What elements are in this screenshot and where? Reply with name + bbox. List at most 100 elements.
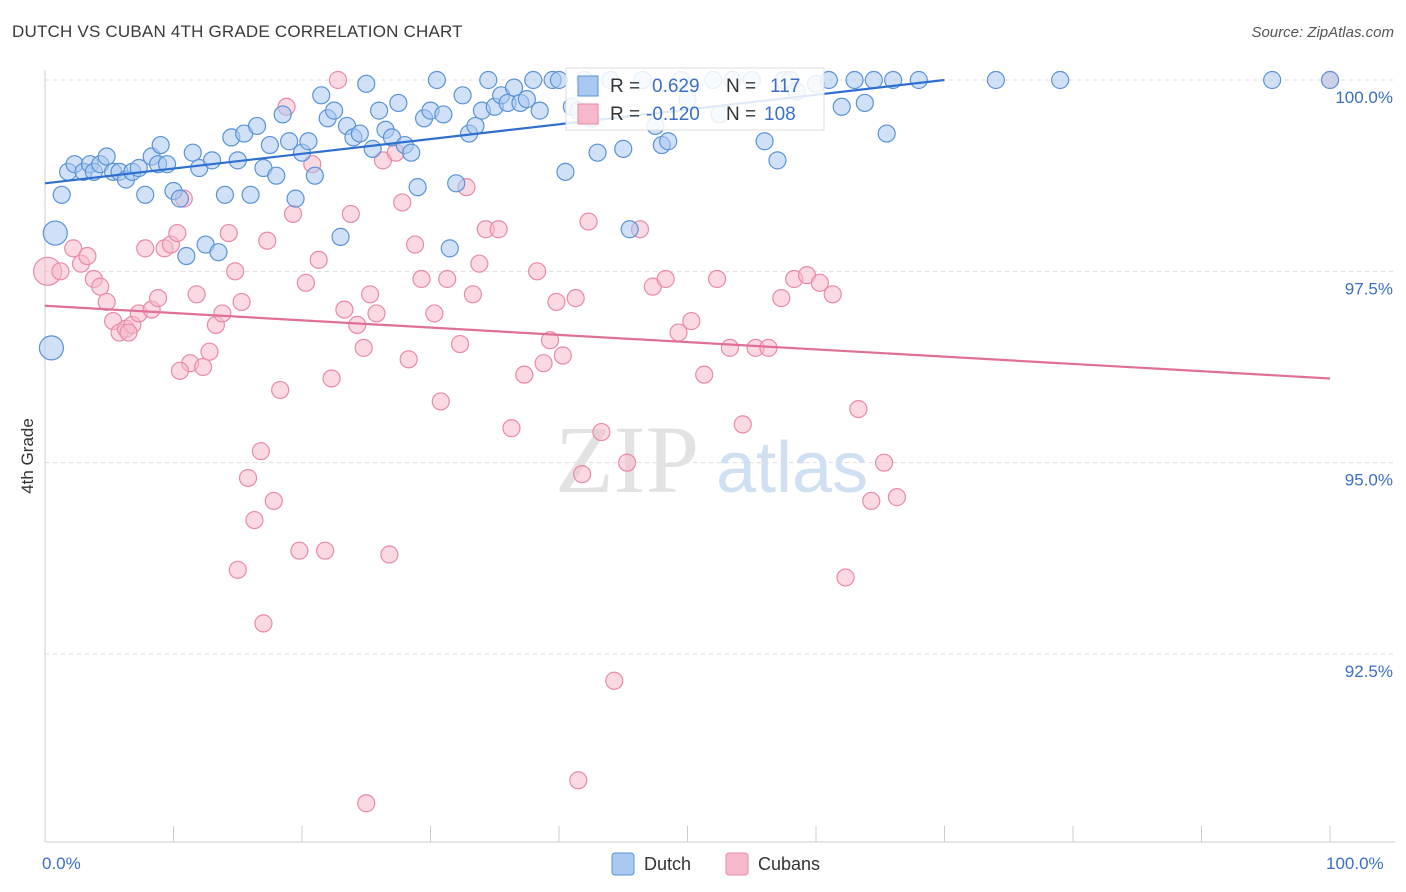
cuban-point: [463, 285, 483, 304]
cuban-point: [540, 331, 560, 350]
dutch-point: [286, 189, 305, 208]
dutch-point: [363, 139, 382, 158]
cuban-point: [393, 193, 412, 212]
cuban-n-value: 108: [764, 104, 796, 125]
dutch-point: [1320, 70, 1340, 90]
dutch-point: [389, 93, 408, 113]
cuban-point: [238, 468, 258, 488]
cuban-legend-swatch: [577, 103, 599, 125]
cuban-point: [91, 277, 110, 296]
dutch-point: [588, 143, 607, 162]
cuban-point: [720, 338, 740, 357]
dutch-point: [909, 70, 928, 90]
dutch-point: [183, 143, 202, 162]
dutch-point: [1263, 70, 1282, 90]
dutch-point: [299, 132, 318, 151]
cuban-point: [341, 204, 360, 224]
cuban-point: [168, 223, 187, 243]
dutch-series-label: Dutch: [644, 854, 691, 874]
dutch-point: [427, 70, 447, 90]
dutch-r-label: R =: [610, 76, 640, 97]
dutch-point: [267, 166, 286, 185]
dutch-point: [864, 70, 883, 90]
cuban-points: [32, 70, 1340, 813]
cuban-point: [772, 289, 791, 308]
dutch-point: [370, 101, 389, 120]
cuban-point: [412, 269, 431, 289]
dutch-point: [855, 93, 874, 113]
dutch-point: [52, 185, 71, 204]
cuban-point: [258, 231, 277, 250]
cuban-point: [119, 323, 138, 342]
cuban-point: [733, 415, 752, 434]
grid: [45, 79, 1395, 655]
dutch-point: [614, 139, 633, 158]
dutch-point: [524, 70, 543, 90]
dutch-point: [659, 132, 678, 151]
cuban-point: [405, 235, 425, 254]
cuban-point: [309, 250, 328, 269]
cuban-point: [836, 568, 855, 587]
dutch-point: [151, 135, 170, 155]
cuban-point: [271, 380, 290, 400]
cuban-point: [695, 365, 714, 384]
dutch-legend-swatch: [577, 75, 599, 97]
cuban-point: [228, 560, 247, 579]
cuban-point: [254, 614, 273, 633]
cuban-n-label: N =: [726, 104, 756, 125]
cuban-point: [566, 289, 585, 308]
y-tick-labels: 92.5% 95.0% 97.5% 100.0%: [1335, 88, 1393, 681]
dutch-point: [408, 178, 427, 197]
dutch-point: [350, 124, 369, 143]
cuban-point: [148, 289, 168, 308]
cuban-point: [425, 304, 444, 323]
cuban-point: [682, 311, 701, 331]
dutch-point: [768, 151, 787, 170]
dutch-point: [38, 335, 65, 361]
cuban-point: [245, 510, 264, 530]
dutch-point: [357, 74, 376, 93]
dutch-point: [755, 132, 774, 151]
dutch-point: [402, 143, 421, 162]
dutch-point: [504, 78, 524, 97]
cuban-point: [357, 794, 376, 813]
dutch-point: [986, 70, 1006, 90]
cuban-point: [502, 419, 521, 438]
cuban-trend-line: [44, 304, 1331, 380]
dutch-point: [136, 185, 155, 204]
cuban-point: [170, 361, 190, 380]
dutch-point: [845, 70, 864, 90]
watermark-atlas: atlas: [716, 428, 868, 508]
y-axis-title: 4th Grade: [18, 418, 37, 494]
cuban-point: [656, 269, 675, 289]
cuban-r-label: R =: [610, 104, 640, 125]
cuban-point: [380, 545, 399, 564]
cuban-point: [322, 369, 341, 388]
cuban-point: [283, 204, 303, 224]
cuban-point: [875, 453, 894, 472]
dutch-point: [877, 124, 896, 143]
cuban-point: [707, 269, 727, 289]
cuban-point: [213, 304, 232, 323]
cuban-point: [328, 70, 348, 90]
dutch-point: [202, 151, 222, 170]
cuban-point: [515, 365, 534, 384]
cuban-point: [887, 488, 907, 507]
chart-title: DUTCH VS CUBAN 4TH GRADE CORRELATION CHA…: [12, 22, 463, 41]
cuban-point: [547, 292, 566, 312]
cuban-point: [592, 422, 611, 442]
dutch-point: [479, 70, 498, 90]
dutch-point: [331, 227, 350, 246]
cuban-point: [316, 541, 335, 560]
dutch-point: [434, 105, 453, 124]
axes: [44, 70, 1395, 843]
y-tick-label: 100.0%: [1335, 88, 1393, 107]
dutch-point: [305, 166, 324, 185]
cuban-point: [823, 285, 842, 304]
cuban-series-swatch: [725, 852, 749, 876]
chart-source: Source: ZipAtlas.com: [1251, 24, 1394, 41]
dutch-point: [247, 116, 267, 136]
dutch-series-swatch: [611, 852, 635, 876]
cuban-point: [553, 346, 572, 365]
